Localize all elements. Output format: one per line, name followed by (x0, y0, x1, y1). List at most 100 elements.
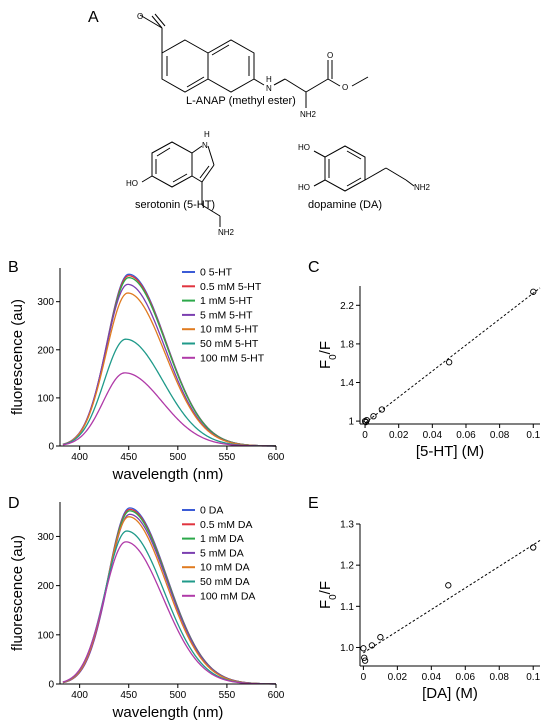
molecule-serotonin: H N HO NH2 serotonin (5-HT) (126, 130, 235, 237)
panel-e-data-point-2 (361, 657, 369, 664)
panel-d-x-tick-label-0: 400 (71, 690, 88, 701)
serotonin-indole-h: H (204, 130, 210, 139)
panel-c-y-axis-label: F0/F (317, 341, 339, 369)
panel-b-y-axis-label: fluorescence (au) (9, 299, 26, 415)
panel-e-data-point-3 (368, 642, 376, 649)
panel-c-stern-volmer-5ht: C 0 0.02 0.04 0.06 0.08 0.1 1 1.4 1.8 2.2 [5-HT] … (308, 259, 541, 460)
panel-b-legend-label-5: 50 mM 5-HT (200, 338, 259, 350)
panel-c-x-axis-label: [5-HT] (M) (416, 443, 484, 460)
dopamine-hydroxyl-bottom: HO (298, 183, 310, 192)
serotonin-bonds (141, 141, 221, 227)
panel-e-letter: E (308, 495, 319, 512)
panel-c-y-label-sub: 0 (328, 354, 339, 360)
panel-e-data-point-6 (530, 544, 537, 551)
serotonin-amine: NH2 (218, 228, 235, 237)
panel-b-y-tick-label-3: 300 (37, 297, 54, 308)
panel-b-legend-label-6: 100 mM 5-HT (200, 352, 265, 364)
panel-b-x-tick-label-0: 400 (71, 452, 88, 463)
panel-b-axes: 400 450 500 550 600 0 100 200 300 (37, 268, 285, 463)
panel-c-axes: 0 0.02 0.04 0.06 0.08 0.1 1 1.4 1.8 2.2 (340, 286, 541, 441)
panel-b-legend-label-3: 5 mM 5-HT (200, 309, 253, 321)
panel-e-stern-volmer-da: E 0 0.02 0.04 0.06 0.08 0.1 1.0 1.1 1.2 1.3 [DA] … (308, 495, 541, 702)
panel-b-y-tick-label-2: 200 (37, 345, 54, 356)
serotonin-name: serotonin (5-HT) (135, 199, 215, 211)
panel-e-data-point-4 (377, 634, 384, 641)
panel-c-x-tick-label-4: 0.08 (490, 430, 510, 441)
panel-a-letter: A (88, 9, 99, 26)
panel-d-y-tick-label-3: 300 (37, 532, 54, 543)
l-anap-amino-nh2: NH2 (300, 110, 317, 119)
panel-d-y-tick-label-2: 200 (37, 581, 54, 592)
panel-b-y-tick-label-1: 100 (37, 393, 54, 404)
panel-c-y-label-f: F (317, 360, 334, 369)
panel-c-data-point-3 (370, 413, 377, 420)
panel-e-x-axis-label: [DA] (M) (422, 685, 478, 702)
panel-b-series-line-6 (62, 372, 276, 447)
panel-e-y-tick-label-1: 1.1 (340, 602, 354, 613)
panel-b-legend: 0 5-HT 0.5 mM 5-HT 1 mM 5-HT 5 mM 5-HT 10 mM… (182, 267, 265, 364)
panel-e-fit-line (363, 540, 541, 654)
panel-e-x-tick-label-1: 0.02 (388, 672, 408, 683)
panel-e-axes: 0 0.02 0.04 0.06 0.08 0.1 1.0 1.1 1.2 1.3 (340, 520, 541, 684)
panel-d-x-tick-label-4: 600 (268, 690, 285, 701)
serotonin-hydroxyl: HO (126, 179, 138, 188)
molecule-l-anap: O H N O O NH2 L-ANAP (methyl ester) (137, 12, 369, 119)
l-anap-amine-n: N (266, 84, 272, 93)
panel-c-marks (361, 287, 541, 426)
panel-b-legend-label-2: 1 mM 5-HT (200, 295, 253, 307)
panel-b-y-tick-label-0: 0 (48, 442, 54, 453)
panel-a: A (88, 9, 431, 237)
panel-c-data-point-6 (530, 288, 537, 295)
panel-c-fit-line (364, 287, 541, 424)
dopamine-name: dopamine (DA) (308, 199, 382, 211)
panel-e-y-label-tail: /F (317, 581, 334, 594)
panel-c-y-tick-label-1: 1.4 (340, 378, 354, 389)
panel-b-legend-label-1: 0.5 mM 5-HT (200, 281, 262, 293)
panel-d-spectra-da: D 400 450 500 550 600 0 100 200 300 0 DA 0.5 mM D… (8, 495, 285, 720)
panel-d-x-tick-label-3: 550 (219, 690, 236, 701)
panel-e-x-tick-label-3: 0.06 (456, 672, 476, 683)
panel-b-curves (62, 273, 277, 447)
panel-b-x-tick-label-3: 550 (219, 452, 236, 463)
panel-b-x-tick-label-4: 600 (268, 452, 285, 463)
panel-b-legend-label-0: 0 5-HT (200, 267, 233, 279)
panel-b-letter: B (8, 259, 19, 276)
l-anap-acetyl-oxygen: O (137, 12, 143, 21)
panel-e-y-label-f: F (317, 600, 334, 609)
panel-c-x-tick-label-2: 0.04 (423, 430, 443, 441)
panel-c-y-tick-label-2: 1.8 (340, 339, 354, 350)
panel-d-legend-label-4: 10 mM DA (200, 562, 250, 574)
panel-b-x-tick-label-1: 450 (120, 452, 137, 463)
panel-d-letter: D (8, 495, 20, 512)
panel-d-legend: 0 DA 0.5 mM DA 1 mM DA 5 mM DA 10 mM DA 50 mM… (182, 505, 255, 602)
panel-d-legend-label-5: 50 mM DA (200, 576, 250, 588)
panel-e-x-tick-label-4: 0.08 (490, 672, 510, 683)
panel-d-legend-label-2: 1 mM DA (200, 533, 244, 545)
panel-e-x-tick-label-5: 0.1 (526, 672, 540, 683)
panel-b-x-axis-label: wavelength (nm) (112, 466, 224, 483)
panel-b-legend-label-4: 10 mM 5-HT (200, 324, 259, 336)
panel-d-series-line-5 (62, 530, 277, 685)
dopamine-bonds (313, 145, 415, 192)
panel-c-data-point-2 (363, 416, 370, 424)
panel-c-x-tick-label-3: 0.06 (456, 430, 476, 441)
panel-d-x-tick-label-1: 450 (120, 690, 137, 701)
panel-c-x-tick-label-1: 0.02 (389, 430, 409, 441)
panel-c-x-tick-label-5: 0.1 (526, 430, 540, 441)
panel-d-legend-label-0: 0 DA (200, 505, 223, 517)
panel-d-x-tick-label-2: 500 (169, 690, 186, 701)
panel-d-x-axis-label: wavelength (nm) (112, 704, 224, 720)
molecule-dopamine: HO HO NH2 dopamine (DA) (298, 143, 431, 211)
panel-e-x-tick-label-2: 0.04 (422, 672, 442, 683)
dopamine-amine: NH2 (414, 183, 431, 192)
panel-e-y-tick-label-2: 1.2 (340, 561, 354, 572)
panel-c-letter: C (308, 259, 320, 276)
panel-c-y-tick-label-0: 1 (348, 417, 354, 428)
panel-e-data-point-1 (361, 654, 368, 661)
panel-e-y-label-sub: 0 (328, 594, 339, 600)
l-anap-carbonyl-oxygen: O (327, 51, 333, 60)
dopamine-hydroxyl-top: HO (298, 143, 310, 152)
l-anap-bonds (139, 13, 369, 108)
panel-e-data-point-0 (360, 645, 367, 652)
